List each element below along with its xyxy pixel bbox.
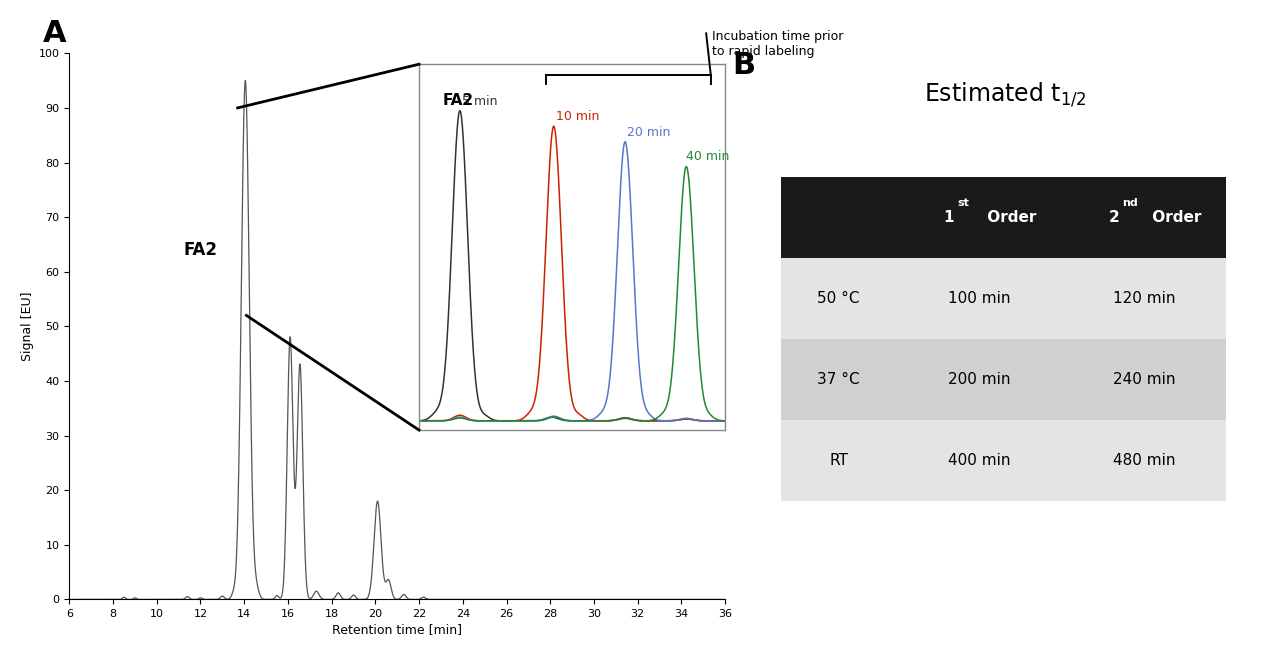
Bar bbox=[781, 258, 897, 339]
Text: 20 min: 20 min bbox=[627, 126, 671, 139]
Text: A: A bbox=[43, 19, 67, 48]
Bar bbox=[1062, 177, 1226, 258]
Bar bbox=[781, 339, 897, 420]
Text: FA2: FA2 bbox=[183, 241, 217, 259]
Text: B: B bbox=[733, 51, 755, 81]
Text: 40 min: 40 min bbox=[686, 151, 730, 163]
Bar bbox=[781, 177, 897, 258]
Text: 5 min: 5 min bbox=[462, 95, 497, 108]
Text: Order: Order bbox=[1148, 210, 1202, 225]
Text: 2: 2 bbox=[1108, 210, 1119, 225]
Y-axis label: Signal [EU]: Signal [EU] bbox=[21, 292, 34, 361]
Text: nd: nd bbox=[1122, 198, 1139, 208]
Text: Order: Order bbox=[982, 210, 1037, 225]
Bar bbox=[1062, 339, 1226, 420]
Bar bbox=[1062, 420, 1226, 501]
Bar bbox=[897, 420, 1062, 501]
Text: st: st bbox=[957, 198, 970, 208]
Text: Incubation time prior
to rapid labeling: Incubation time prior to rapid labeling bbox=[712, 30, 844, 58]
Text: 400 min: 400 min bbox=[947, 453, 1010, 468]
Bar bbox=[1062, 258, 1226, 339]
Text: 50 °C: 50 °C bbox=[817, 291, 860, 306]
Bar bbox=[781, 420, 897, 501]
Text: 120 min: 120 min bbox=[1112, 291, 1175, 306]
Text: 37 °C: 37 °C bbox=[817, 372, 860, 387]
Text: 200 min: 200 min bbox=[947, 372, 1010, 387]
Text: Estimated $\mathregular{t_{1/2}}$: Estimated $\mathregular{t_{1/2}}$ bbox=[924, 81, 1087, 109]
Text: 100 min: 100 min bbox=[947, 291, 1010, 306]
Bar bbox=[897, 177, 1062, 258]
Text: 480 min: 480 min bbox=[1112, 453, 1175, 468]
Text: FA2: FA2 bbox=[443, 93, 474, 108]
X-axis label: Retention time [min]: Retention time [min] bbox=[332, 623, 463, 636]
Bar bbox=[897, 258, 1062, 339]
Text: RT: RT bbox=[828, 453, 847, 468]
Text: 240 min: 240 min bbox=[1112, 372, 1175, 387]
Text: 10 min: 10 min bbox=[556, 110, 599, 123]
Text: 1: 1 bbox=[943, 210, 955, 225]
Bar bbox=[897, 339, 1062, 420]
